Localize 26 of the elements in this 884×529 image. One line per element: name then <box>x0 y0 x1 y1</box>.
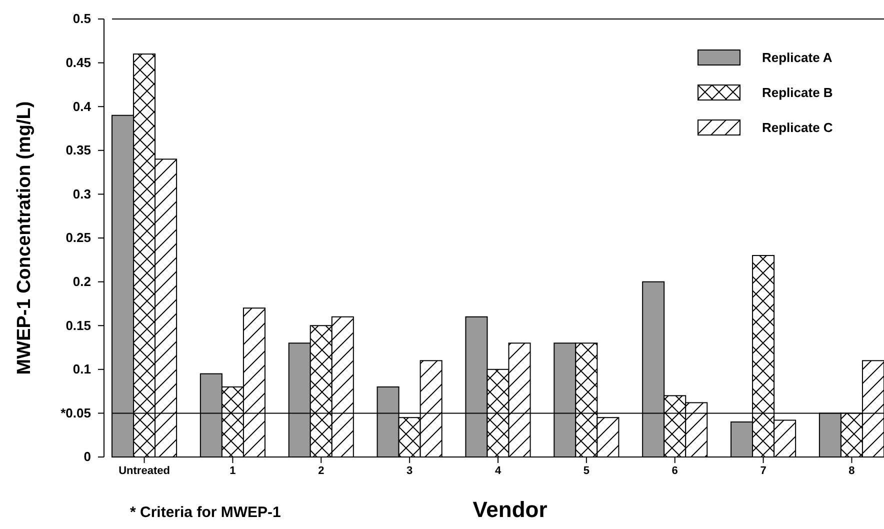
x-tick-label: 2 <box>318 464 324 477</box>
y-tick-label: 0.45 <box>66 54 91 70</box>
y-axis-title: MWEP-1 Concentration (mg/L) <box>14 101 35 375</box>
y-tick-label: 0.25 <box>66 230 91 246</box>
y-tick-label: 0.35 <box>66 142 91 158</box>
x-tick-label: 1 <box>230 464 236 477</box>
y-tick-label: *0.05 <box>60 405 91 420</box>
y-tick-label: 0.15 <box>66 318 91 333</box>
x-tick-label: 7 <box>760 464 766 477</box>
x-tick-label: 5 <box>583 464 590 477</box>
y-tick-label: 0.1 <box>72 362 91 377</box>
x-tick-label: Untreated <box>118 464 170 477</box>
x-tick-label: 4 <box>494 464 502 477</box>
y-tick-label: 0 <box>84 449 91 464</box>
x-tick-label: 3 <box>406 464 413 477</box>
text: * Criteria for MWEP-1 <box>130 504 281 521</box>
y-tick-label: 0.4 <box>72 98 92 114</box>
legend-label: Replicate C <box>762 120 834 135</box>
x-tick-label: 6 <box>672 464 678 477</box>
legend-label: Replicate B <box>762 85 833 100</box>
x-tick-label: 8 <box>848 464 855 477</box>
legend-label: Replicate A <box>762 50 833 65</box>
x-axis-title: Vendor <box>472 497 548 522</box>
y-tick-label: 0.5 <box>72 11 91 26</box>
y-tick-label: 0.2 <box>72 274 91 289</box>
y-tick-label: 0.3 <box>72 186 91 202</box>
